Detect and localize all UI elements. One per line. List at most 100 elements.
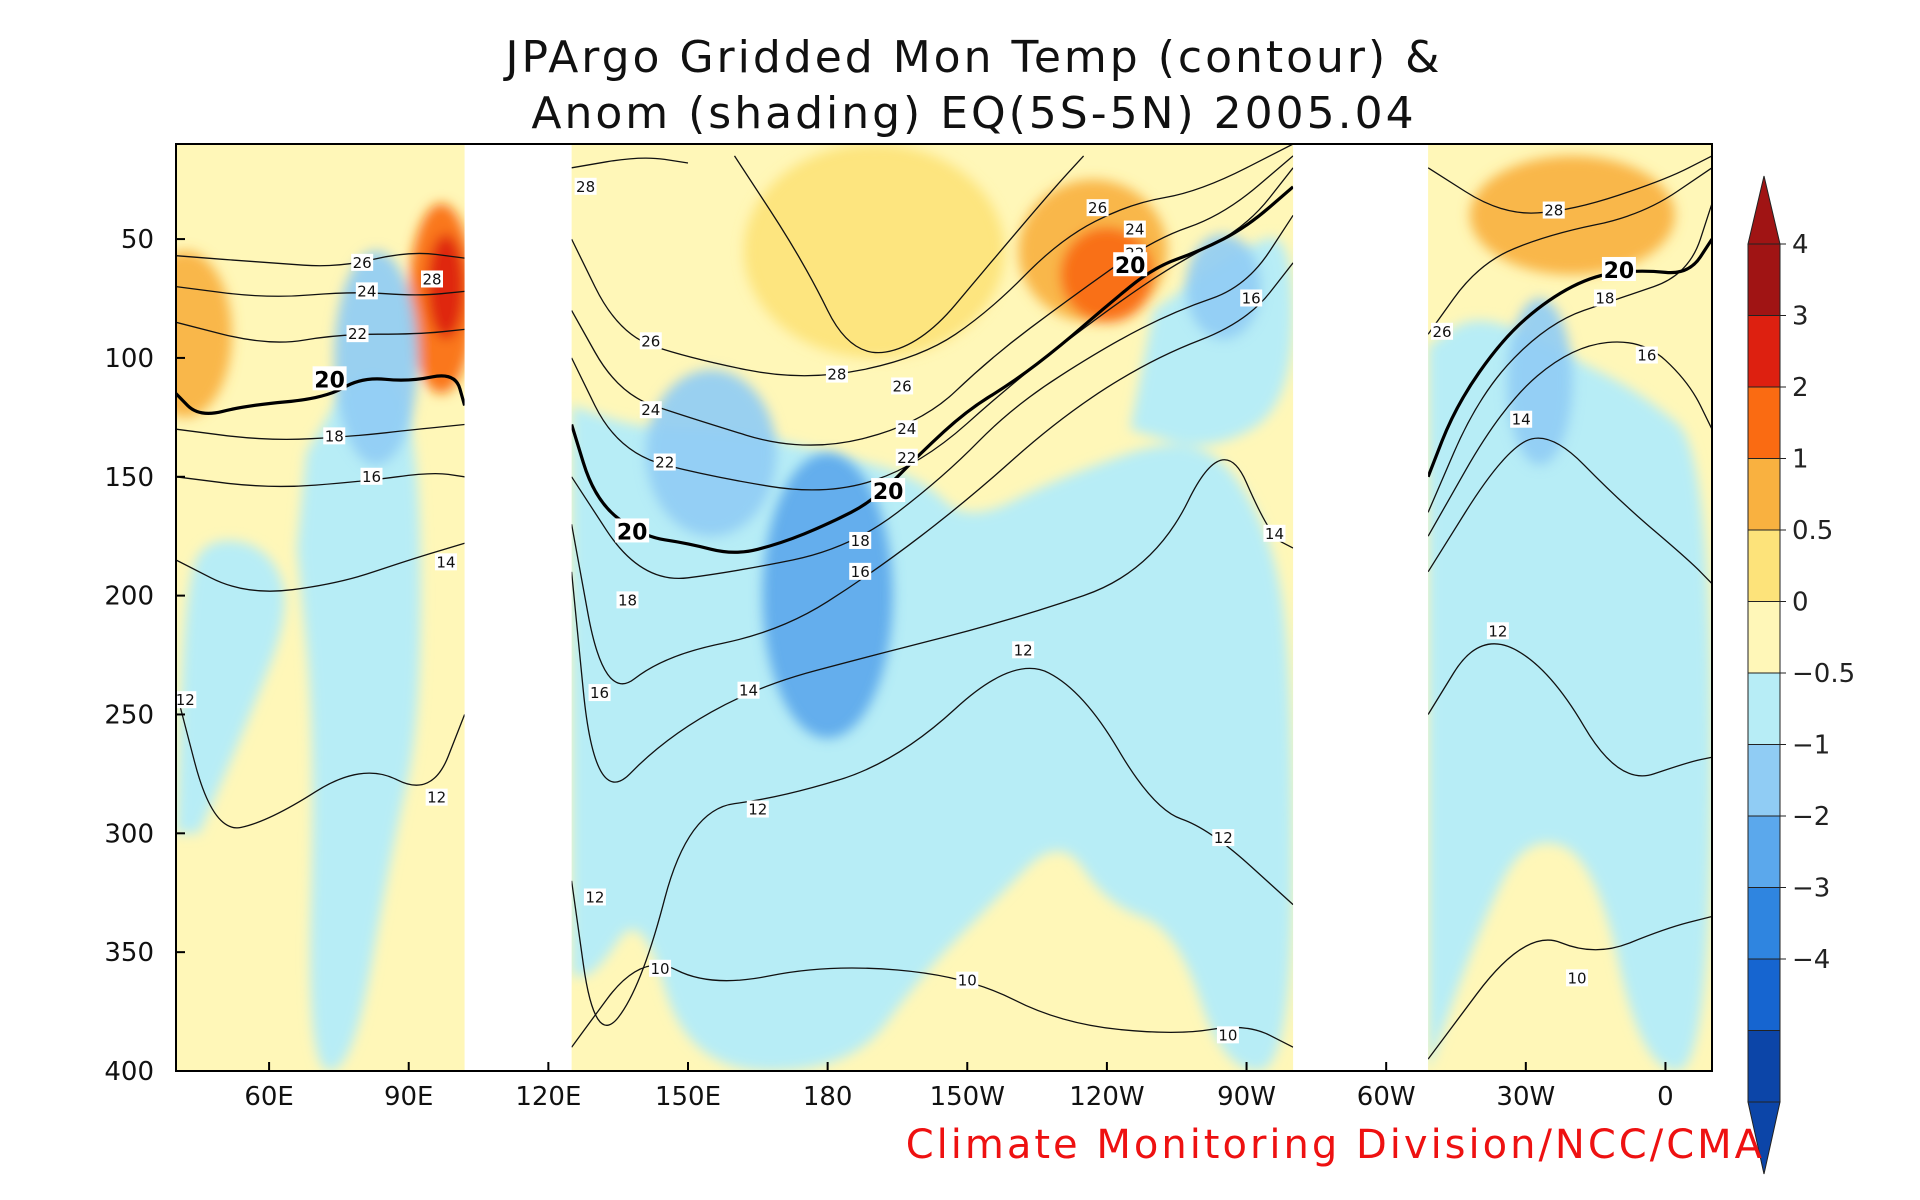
contour-label-bg — [1593, 289, 1616, 307]
d20-label-bg — [312, 366, 347, 391]
contour-label-bg — [323, 427, 346, 445]
contour-label-bg — [746, 800, 769, 818]
colorbar-band — [1747, 672, 1781, 745]
isotherm-10 — [1427, 915, 1712, 1060]
contour-label-bg — [1012, 641, 1035, 659]
isotherm-16 — [1427, 341, 1712, 537]
contour-label-bg — [346, 325, 369, 343]
contour-label: 16 — [362, 468, 381, 486]
colorbar-label: 0.5 — [1792, 516, 1833, 546]
plot-area: 28 26 24 22 28 18 16 14 12 12 26 24 22 18 16 14 12 12 10 10… — [176, 144, 1712, 1071]
contour-label: 26 — [641, 332, 660, 350]
isotherm-10 — [571, 964, 1294, 1048]
contour-label-bg — [1486, 622, 1509, 640]
d20-label: 20 — [314, 368, 345, 393]
colorbar-band — [1747, 1030, 1781, 1103]
contour-label: 16 — [851, 563, 870, 581]
contour-label-bg — [737, 681, 760, 699]
contour-label-bg — [425, 788, 448, 806]
isotherm-22 — [571, 167, 1294, 491]
chart-title-line1: JPArgo Gridded Mon Temp (contour) & — [503, 32, 1443, 83]
contour-label-bg — [895, 420, 918, 438]
contour-labels: 28 26 24 22 28 18 16 14 12 12 26 24 22 18 16 14 12 12 10 10… — [176, 177, 1658, 1044]
contour-label-bg — [639, 401, 662, 419]
x-tick-label: 120E — [515, 1082, 581, 1112]
x-tick-label: 120W — [1069, 1082, 1144, 1112]
isotherm-16 — [570, 262, 1294, 685]
cool-anomaly-base — [176, 237, 1712, 1071]
contour-label: 12 — [1214, 829, 1233, 847]
colorbar-label: 3 — [1792, 302, 1809, 332]
d20-label: 20 — [873, 480, 904, 505]
contour-label: 24 — [897, 420, 916, 438]
contour-label-bg — [1263, 524, 1286, 542]
y-tick-label: 400 — [104, 1057, 154, 1087]
colorbar-label: −2 — [1792, 802, 1830, 832]
contour-label: 26 — [1432, 323, 1451, 341]
warm-anomaly-blob — [176, 250, 232, 418]
contour-label-bg — [434, 553, 457, 571]
isotherm-14 — [1427, 437, 1712, 585]
cool-anomaly-blob — [1507, 298, 1573, 465]
colorbar-top-cap — [1747, 175, 1781, 245]
contour-label: 10 — [1218, 1026, 1237, 1044]
contour-label: 26 — [353, 254, 372, 272]
anomaly-shading — [176, 144, 1712, 1071]
isotherm-24 — [176, 285, 465, 297]
colorbar-band — [1747, 815, 1781, 888]
contour-label: 12 — [585, 888, 604, 906]
contour-label-bg — [421, 270, 443, 288]
isotherm-14 — [176, 542, 465, 592]
contour-label: 10 — [651, 960, 670, 978]
colorbar-band — [1747, 243, 1781, 316]
isotherm-26 — [1427, 167, 1712, 335]
contour-label-bg — [849, 562, 872, 580]
contour-label-bg — [1123, 220, 1146, 238]
contour-label: 22 — [348, 325, 367, 343]
contour-label-bg — [583, 888, 606, 906]
colorbar-band — [1747, 458, 1781, 531]
contour-label: 18 — [618, 591, 637, 609]
x-tick-label: 180 — [803, 1082, 853, 1112]
colorbar-band — [1747, 315, 1781, 388]
d20-label-bg — [1601, 256, 1636, 281]
isotherm-12 — [1427, 643, 1712, 777]
warm-anomaly-blob — [743, 144, 1005, 358]
contour-label: 18 — [851, 532, 870, 550]
d20-label: 20 — [617, 520, 648, 545]
isotherm-28 — [733, 155, 1085, 354]
cool-anomaly-region — [176, 540, 285, 834]
contour-label: 28 — [827, 366, 846, 384]
colorbar-band — [1747, 887, 1781, 960]
isotherm-18 — [571, 214, 1294, 580]
colorbar-label: −1 — [1792, 731, 1830, 761]
contour-label-bg — [1216, 1026, 1239, 1044]
colorbar-band — [1747, 744, 1781, 817]
y-tick-label: 250 — [104, 700, 154, 730]
contour-label-bg — [1086, 199, 1109, 217]
land-gap — [464, 144, 572, 1071]
isotherm-28 — [571, 157, 689, 169]
d20-label: 20 — [1604, 259, 1635, 284]
contour-label: 14 — [739, 682, 758, 700]
isotherm-18 — [176, 423, 465, 441]
warm-anomaly-blob — [1469, 155, 1675, 275]
contour-label: 10 — [1567, 969, 1586, 987]
contour-label-bg — [1212, 829, 1235, 847]
contour-label-bg — [1635, 346, 1658, 364]
contour-label: 28 — [576, 178, 595, 196]
anomaly-blobs — [176, 144, 1675, 739]
colorbar-label: 2 — [1792, 373, 1809, 403]
contour-label-bg — [1240, 289, 1263, 307]
isotherm-12 — [570, 667, 1294, 1026]
contour-label: 22 — [897, 449, 916, 467]
contour-label: 26 — [893, 377, 912, 395]
contour-label-bg — [849, 531, 872, 549]
cool-anomaly-blob — [1186, 234, 1261, 339]
colorbar-label: 1 — [1792, 445, 1809, 475]
contour-label: 28 — [1544, 202, 1563, 220]
contour-label: 16 — [1637, 347, 1656, 365]
colorbar: 4 3 2 1 0.5 0 −0.5 −1 −2 −3 −4 — [1747, 175, 1855, 1175]
contour-label: 12 — [1014, 641, 1033, 659]
